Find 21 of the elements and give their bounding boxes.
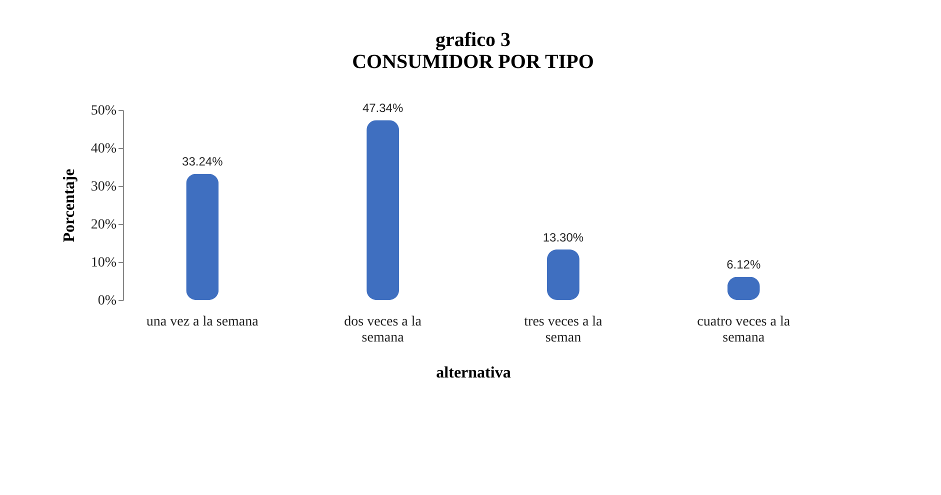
data-label: 13.30% <box>542 230 584 244</box>
data-label: 6.12% <box>726 258 761 272</box>
bar <box>366 120 400 300</box>
x-tick-label: cuatro veces a la semana <box>697 314 791 346</box>
bar <box>186 174 219 300</box>
chart-title: grafico 3 <box>436 29 510 52</box>
chart-subtitle: CONSUMIDOR POR TIPO <box>352 51 594 74</box>
y-axis-title: Porcentaje <box>60 168 78 242</box>
bar <box>546 249 580 300</box>
x-tick-label: tres veces a la seman <box>524 314 604 346</box>
y-tick-label: 10% <box>90 256 117 270</box>
x-tick-label: una vez a la semana <box>146 314 260 330</box>
data-label: 47.34% <box>362 101 404 116</box>
data-label: 33.24% <box>182 154 224 169</box>
y-tick-label: 0% <box>98 294 117 308</box>
y-tick-label: 20% <box>90 218 117 232</box>
x-tick-label: dos veces a la semana <box>344 314 422 346</box>
x-axis-title: alternativa <box>436 364 511 382</box>
y-tick-label: 50% <box>90 104 117 118</box>
y-tick-label: 40% <box>90 142 117 156</box>
y-tick-label: 30% <box>90 180 117 194</box>
